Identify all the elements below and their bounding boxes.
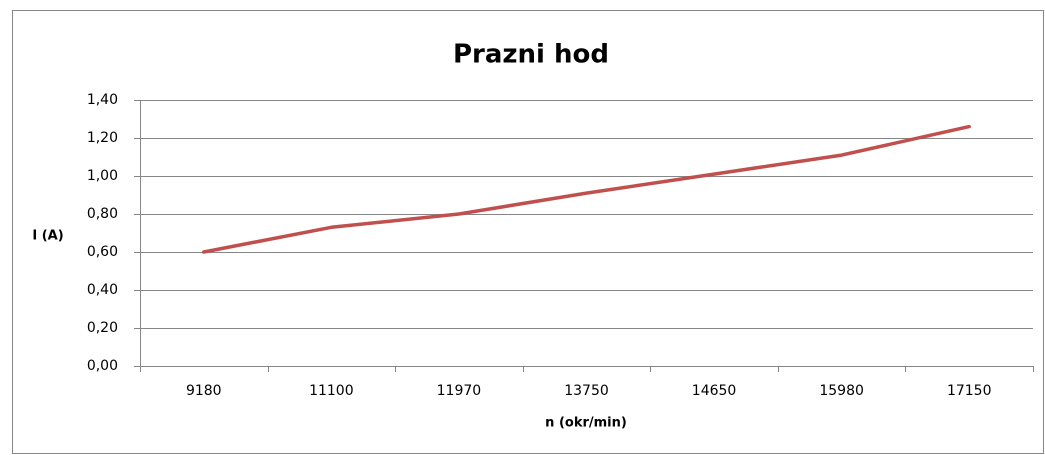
x-tick-label: 15980	[819, 383, 864, 399]
x-tick-label: 11100	[309, 383, 354, 399]
chart-title: Prazni hod	[453, 40, 609, 70]
x-tick-label: 17150	[947, 383, 992, 399]
y-tick-label: 1,40	[87, 92, 118, 108]
y-tick-label: 0,80	[87, 206, 118, 222]
y-axis-label: I (A)	[32, 229, 63, 244]
x-tick-label: 14650	[692, 383, 737, 399]
x-tick-label: 13750	[564, 383, 609, 399]
y-tick-label: 0,00	[87, 358, 118, 374]
y-tick-label: 0,20	[87, 320, 118, 336]
y-tick-label: 1,00	[87, 168, 118, 184]
x-tick-label: 11970	[437, 383, 482, 399]
x-axis-label: n (okr/min)	[545, 416, 627, 431]
y-tick-label: 0,60	[87, 244, 118, 260]
y-tick-label: 1,20	[87, 130, 118, 146]
chart-border	[12, 10, 1044, 454]
y-tick-label: 0,40	[87, 282, 118, 298]
data-line	[202, 124, 971, 254]
x-tick-label: 9180	[186, 383, 222, 399]
